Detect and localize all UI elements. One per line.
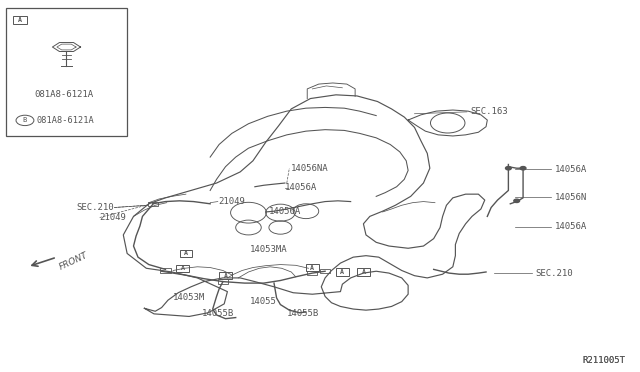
Text: 14056A: 14056A: [555, 222, 588, 231]
Text: 14056A: 14056A: [269, 208, 301, 217]
Text: 14056N: 14056N: [555, 193, 588, 202]
Text: SEC.210: SEC.210: [536, 269, 573, 278]
Circle shape: [506, 167, 511, 170]
Text: 14053MA: 14053MA: [250, 245, 287, 254]
Text: A: A: [340, 269, 344, 275]
Text: A: A: [180, 265, 185, 271]
FancyBboxPatch shape: [357, 268, 370, 276]
Text: SEC.210: SEC.210: [77, 203, 115, 212]
Text: 21049: 21049: [218, 197, 244, 206]
FancyBboxPatch shape: [176, 264, 189, 272]
FancyBboxPatch shape: [13, 16, 27, 24]
Text: 14055B: 14055B: [287, 310, 319, 318]
FancyBboxPatch shape: [161, 268, 171, 273]
FancyBboxPatch shape: [148, 202, 158, 206]
Circle shape: [514, 199, 520, 202]
FancyBboxPatch shape: [179, 250, 192, 257]
Text: A: A: [223, 273, 227, 279]
Text: A: A: [184, 250, 188, 256]
Text: A: A: [362, 269, 365, 275]
Text: 14055: 14055: [250, 297, 276, 306]
Text: 081A8-6121A: 081A8-6121A: [34, 90, 93, 99]
Text: 14055B: 14055B: [202, 310, 234, 318]
Text: 21049: 21049: [100, 213, 127, 222]
Text: A: A: [310, 264, 314, 270]
Text: 081A8-6121A: 081A8-6121A: [36, 116, 94, 125]
FancyBboxPatch shape: [336, 268, 349, 276]
Text: R211005T: R211005T: [582, 356, 625, 365]
Text: B: B: [23, 118, 27, 124]
Text: 14056A: 14056A: [555, 165, 588, 174]
Text: SEC.163: SEC.163: [470, 108, 508, 116]
FancyBboxPatch shape: [306, 264, 319, 271]
Circle shape: [520, 167, 526, 170]
Text: 14053M: 14053M: [173, 294, 205, 302]
Text: 14056A: 14056A: [285, 183, 317, 192]
Text: R211005T: R211005T: [582, 356, 625, 365]
Text: A: A: [18, 17, 22, 23]
FancyBboxPatch shape: [218, 279, 228, 284]
FancyBboxPatch shape: [219, 272, 232, 279]
FancyBboxPatch shape: [307, 271, 317, 275]
FancyBboxPatch shape: [320, 269, 330, 273]
Text: 14056NA: 14056NA: [291, 164, 329, 173]
FancyBboxPatch shape: [6, 8, 127, 136]
Text: FRONT: FRONT: [58, 250, 90, 272]
